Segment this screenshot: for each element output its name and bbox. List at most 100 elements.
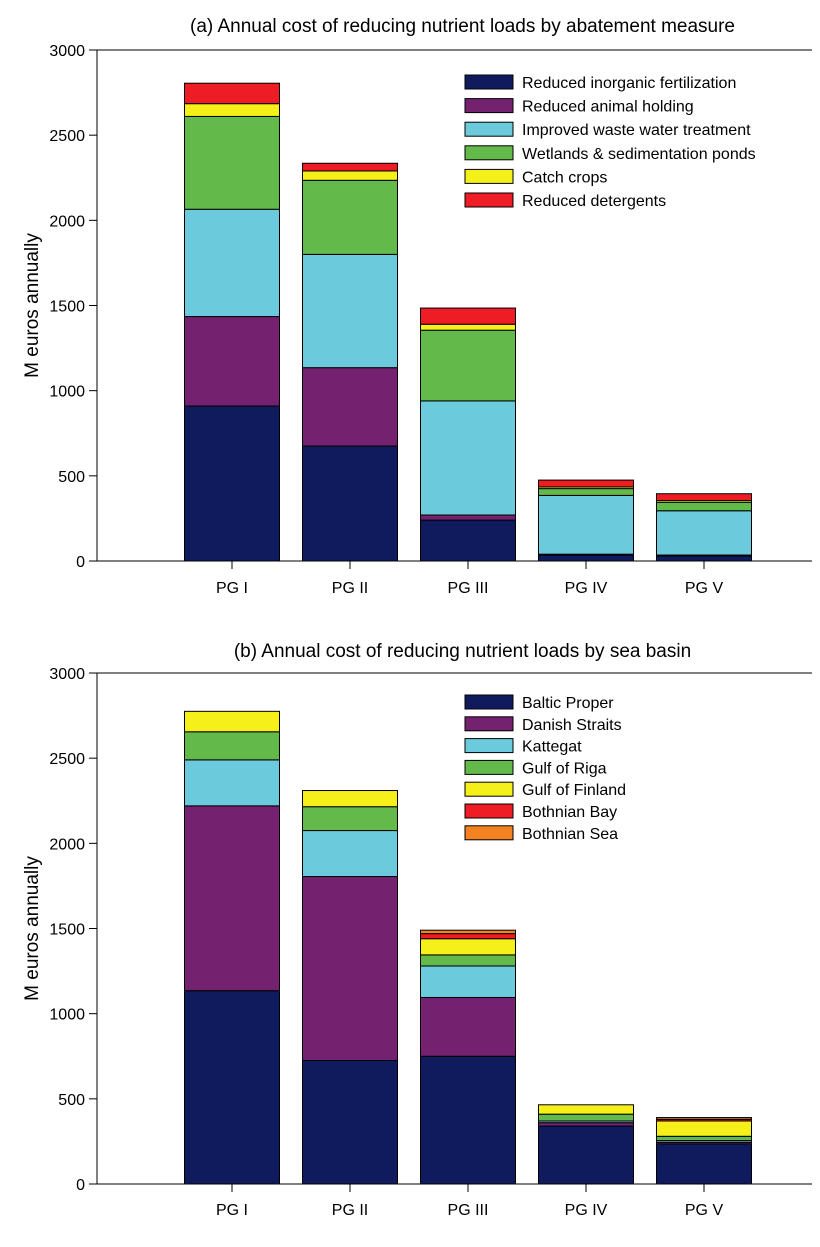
- bar-segment: [420, 1055, 516, 1185]
- legend-swatch: [464, 781, 514, 797]
- y-tick-label: 1500: [49, 299, 85, 316]
- bar-segment: [538, 1122, 634, 1127]
- bar-segment: [538, 1125, 634, 1185]
- y-tick-label: 1000: [49, 1007, 85, 1024]
- bar-segment: [420, 307, 516, 325]
- y-axis-label: M euros annually: [22, 856, 43, 1001]
- bar-segment: [656, 510, 752, 556]
- bar-segment: [538, 479, 634, 488]
- legend-swatch: [464, 98, 514, 114]
- legend-swatch: [464, 192, 514, 208]
- legend-swatch: [464, 121, 514, 137]
- bar-segment: [302, 162, 398, 172]
- bar-segment: [420, 965, 516, 998]
- y-tick-label: 500: [58, 469, 85, 486]
- bar-segment: [302, 1060, 398, 1185]
- bar-segment: [302, 179, 398, 255]
- legend-label: Bothnian Bay: [522, 804, 617, 821]
- legend-swatch: [464, 145, 514, 161]
- legend-swatch: [464, 694, 514, 710]
- y-tick-label: 1000: [49, 384, 85, 401]
- bar-segment: [184, 731, 280, 761]
- x-tick-label: PG V: [685, 1202, 724, 1219]
- bar-segment: [302, 876, 398, 1062]
- x-tick-label: PG III: [448, 1202, 489, 1219]
- bar-segment: [302, 790, 398, 808]
- y-tick-label: 0: [76, 554, 85, 571]
- bar-segment: [656, 1143, 752, 1185]
- bar-segment: [302, 830, 398, 878]
- bar-segment: [420, 329, 516, 402]
- y-tick-label: 2000: [49, 213, 85, 230]
- bar-segment: [302, 806, 398, 832]
- y-axis-label: M euros annually: [22, 233, 43, 378]
- y-tick-label: 0: [76, 1177, 85, 1194]
- bar-segment: [184, 759, 280, 807]
- legend-label: Reduced detergents: [522, 193, 666, 210]
- legend-label: Gulf of Finland: [522, 782, 626, 799]
- legend-label: Kattegat: [522, 739, 582, 756]
- bar-segment: [184, 208, 280, 318]
- bar-segment: [302, 445, 398, 562]
- bar-segment: [184, 405, 280, 562]
- y-tick-label: 2500: [49, 751, 85, 768]
- legend-swatch: [464, 716, 514, 732]
- bar-segment: [656, 1120, 752, 1137]
- x-tick-label: PG IV: [565, 1202, 608, 1219]
- bar-segment: [538, 1104, 634, 1115]
- legend-label: Gulf of Riga: [522, 760, 607, 777]
- y-tick-label: 3000: [49, 43, 85, 60]
- bar-segment: [656, 493, 752, 502]
- bar-segment: [184, 710, 280, 733]
- bar-segment: [538, 1113, 634, 1122]
- bar-segment: [656, 1117, 752, 1120]
- bar-segment: [420, 996, 516, 1057]
- y-tick-label: 500: [58, 1092, 85, 1109]
- legend-swatch: [464, 825, 514, 841]
- legend-swatch: [464, 168, 514, 184]
- bar-segment: [656, 555, 752, 562]
- x-tick-label: PG II: [332, 580, 368, 597]
- legend: Baltic Proper Danish Straits Kattegat Gulf …: [464, 694, 626, 843]
- bar-segment: [184, 805, 280, 992]
- bar-segment: [420, 400, 516, 516]
- bar-segment: [420, 954, 516, 967]
- legend-label: Baltic Proper: [522, 695, 614, 712]
- bar-segment: [302, 170, 398, 181]
- legend-label: Improved waste water treatment: [522, 122, 751, 139]
- bar-segment: [302, 367, 398, 447]
- bar-segment: [302, 253, 398, 369]
- legend-label: Wetlands & sedimentation ponds: [522, 146, 756, 163]
- legend-label: Catch crops: [522, 169, 607, 186]
- x-tick-label: PG I: [216, 1202, 248, 1219]
- legend-label: Reduced inorganic fertilization: [522, 75, 736, 92]
- bar-segment: [538, 488, 634, 496]
- x-tick-label: PG IV: [565, 580, 608, 597]
- y-tick-label: 3000: [49, 666, 85, 683]
- bar-segment: [420, 938, 516, 956]
- bar-segment: [420, 323, 516, 331]
- legend-swatch: [464, 803, 514, 819]
- legend-swatch: [464, 759, 514, 775]
- bar-segment: [184, 103, 280, 117]
- x-tick-label: PG V: [685, 580, 724, 597]
- legend-label: Danish Straits: [522, 717, 622, 734]
- bar-segment: [420, 929, 516, 935]
- bar-segment: [420, 933, 516, 940]
- bar-segment: [184, 316, 280, 407]
- legend: Reduced inorganic fertilization Reduced a…: [464, 74, 756, 210]
- bar-segment: [656, 501, 752, 512]
- bar-segment: [184, 115, 280, 210]
- y-tick-label: 1500: [49, 922, 85, 939]
- bar-segment: [538, 494, 634, 555]
- legend-label: Reduced animal holding: [522, 99, 694, 116]
- x-tick-label: PG III: [448, 580, 489, 597]
- x-tick-label: PG II: [332, 1202, 368, 1219]
- chart-title: (b) Annual cost of reducing nutrient loa…: [234, 641, 691, 662]
- y-tick-label: 2000: [49, 836, 85, 853]
- bar-segment: [656, 1135, 752, 1142]
- y-tick-label: 2500: [49, 128, 85, 145]
- bar-segment: [184, 82, 280, 105]
- legend-swatch: [464, 738, 514, 754]
